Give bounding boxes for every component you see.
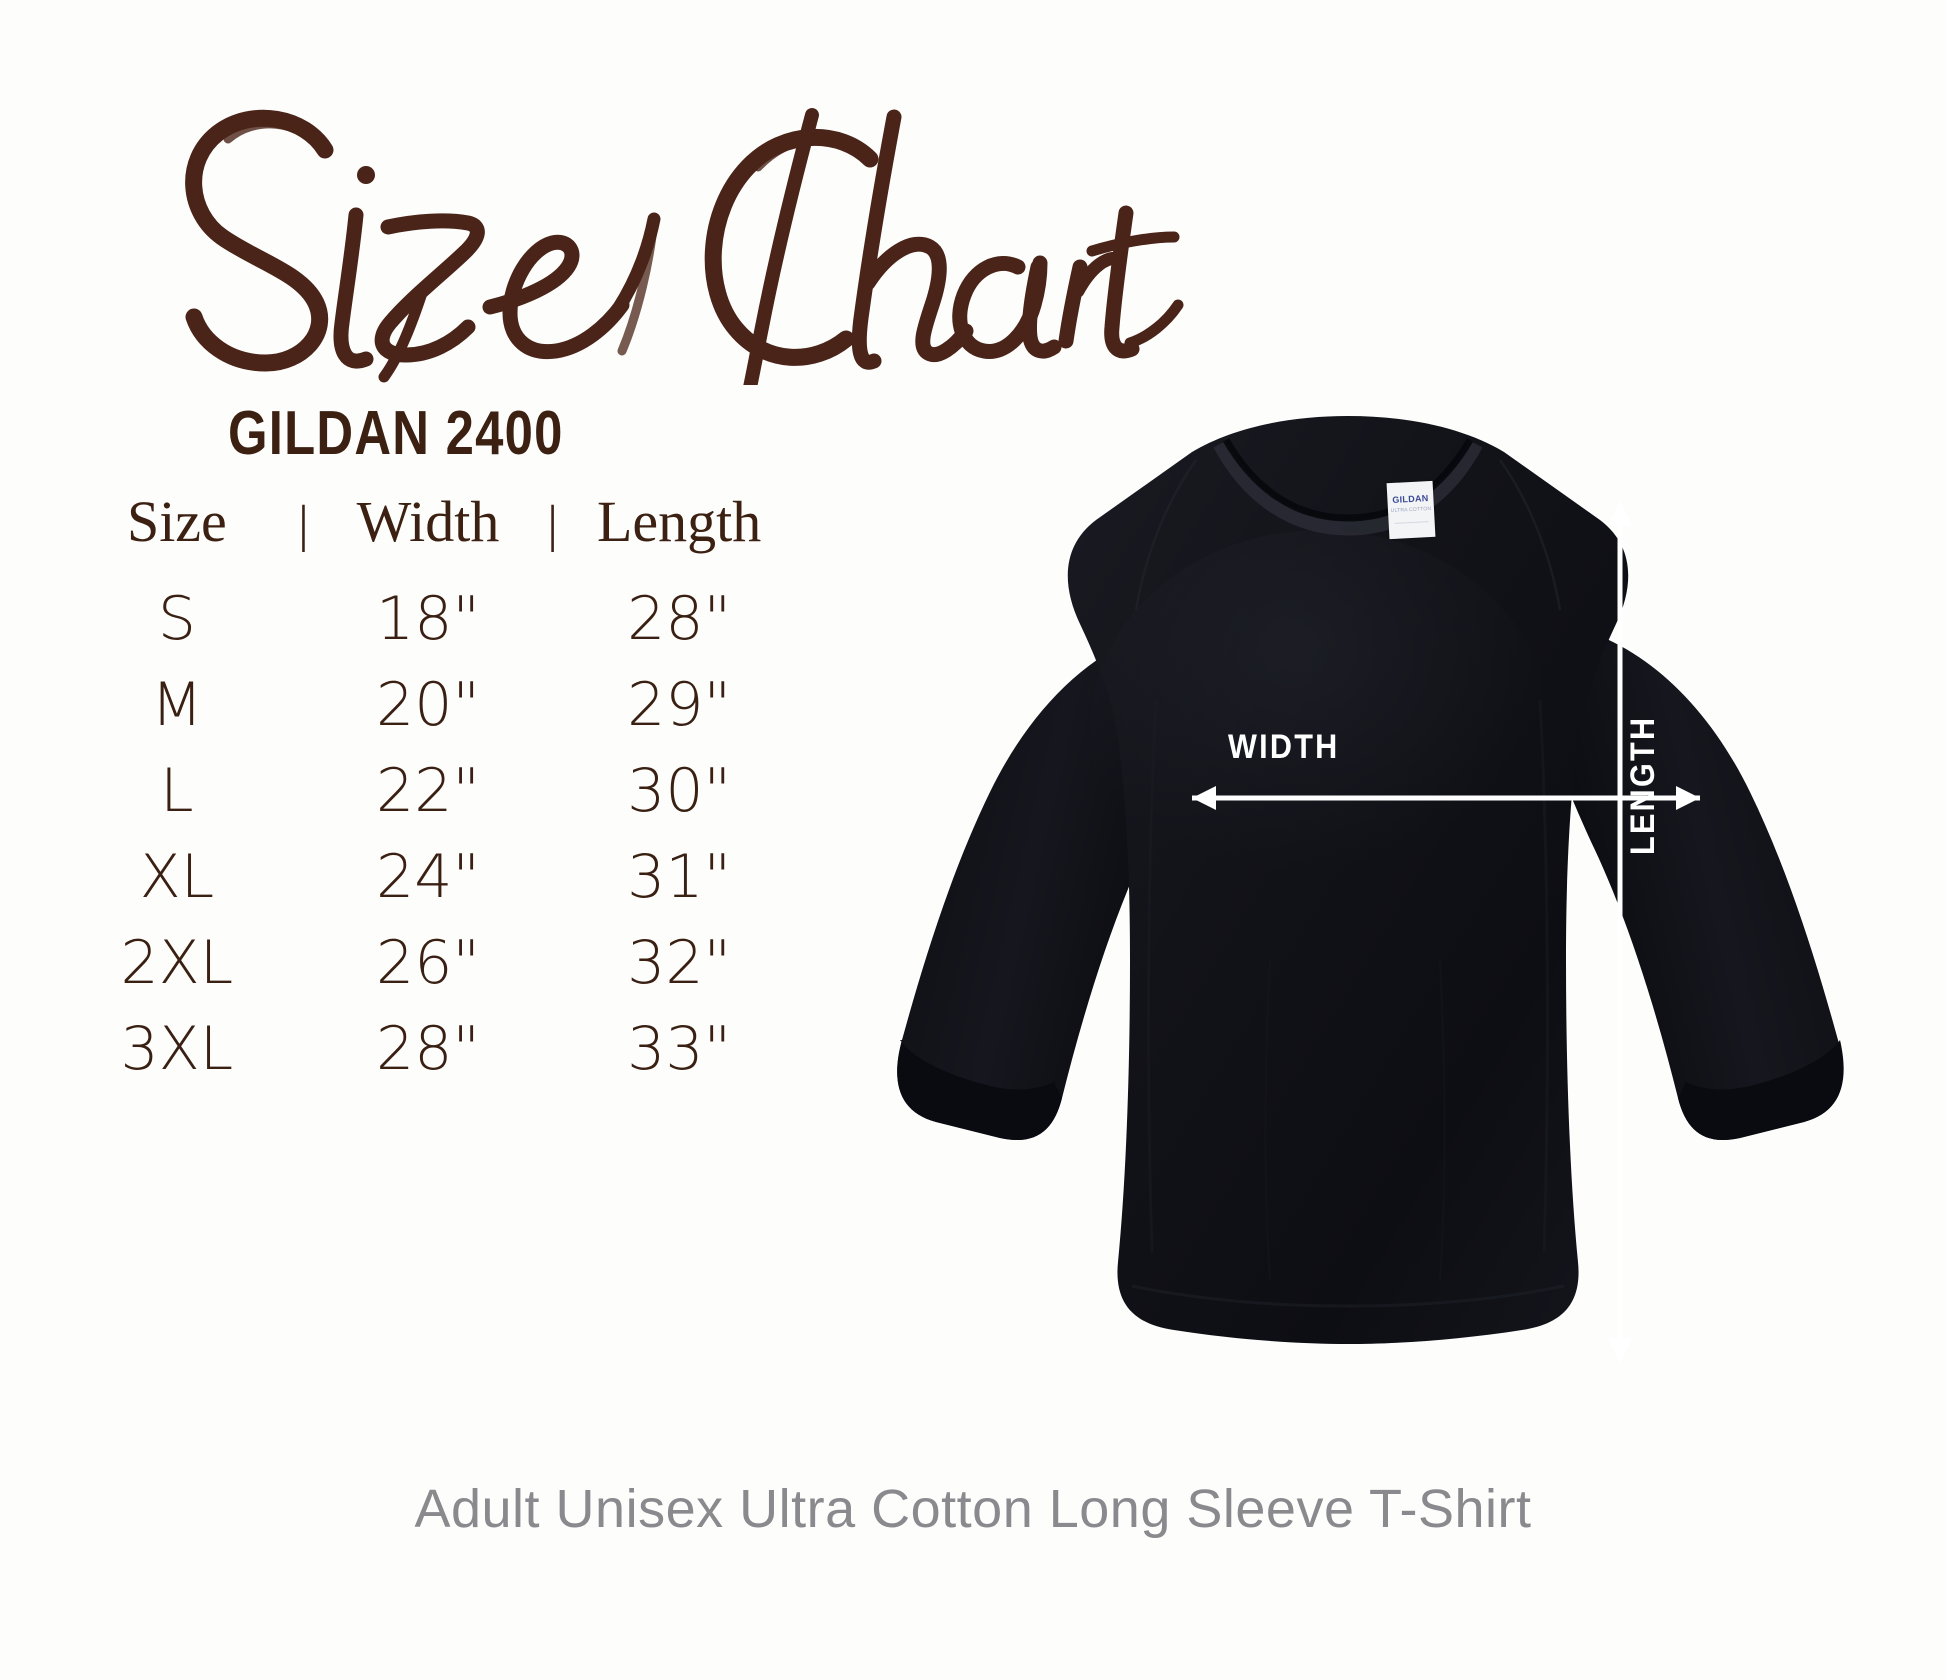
length-measurement-label: LENGTH — [1624, 715, 1662, 855]
column-header-width: Width — [356, 489, 500, 554]
cell-width: 26" — [376, 928, 480, 998]
product-photo — [840, 400, 1900, 1440]
table-header-row: Size | Width | Length — [78, 488, 778, 584]
cell-width: 24" — [376, 842, 480, 912]
table-row: L 22" 30" — [78, 756, 778, 842]
gildan-neck-tag: GILDAN ULTRA COTTON — [1386, 480, 1436, 540]
cell-length: 30" — [627, 756, 732, 826]
column-separator-1: | — [298, 496, 309, 553]
table-row: S 18" 28" — [78, 584, 778, 670]
cell-size: 2XL — [120, 928, 234, 998]
table-row: M 20" 29" — [78, 670, 778, 756]
neck-tag-divider — [1394, 521, 1429, 524]
cell-size: 3XL — [120, 1014, 234, 1084]
cell-width: 20" — [376, 670, 480, 740]
cell-size: L — [160, 756, 194, 826]
cell-size: XL — [139, 842, 215, 912]
cell-size: M — [150, 670, 203, 740]
size-table: Size | Width | Length S 18" 28" M 20" 29… — [78, 488, 778, 1100]
cell-length: 33" — [627, 1014, 732, 1084]
cell-length: 28" — [627, 584, 732, 654]
column-header-length: Length — [596, 489, 762, 554]
long-sleeve-shirt-illustration — [897, 416, 1844, 1344]
cell-width: 28" — [376, 1014, 480, 1084]
table-row: 3XL 28" 33" — [78, 1014, 778, 1100]
page-title: Size Chart — [70, 55, 1190, 385]
cell-width: 18" — [376, 584, 480, 654]
neck-tag-sub: ULTRA COTTON — [1390, 505, 1432, 515]
cell-length: 31" — [627, 842, 732, 912]
table-row: XL 24" 31" — [78, 842, 778, 928]
cell-width: 22" — [376, 756, 480, 826]
cell-length: 32" — [627, 928, 732, 998]
column-header-size: Size — [126, 489, 227, 554]
cell-length: 29" — [627, 670, 732, 740]
page-title-script-art — [185, 108, 1184, 385]
table-row: 2XL 26" 32" — [78, 928, 778, 1014]
width-measurement-label: WIDTH — [1228, 728, 1340, 766]
neck-tag-brand: GILDAN — [1392, 493, 1429, 505]
cell-size: S — [157, 584, 196, 654]
brand-heading: GILDAN 2400 — [228, 399, 564, 468]
column-separator-2: | — [547, 496, 558, 553]
product-caption: Adult Unisex Ultra Cotton Long Sleeve T-… — [414, 1479, 1532, 1539]
